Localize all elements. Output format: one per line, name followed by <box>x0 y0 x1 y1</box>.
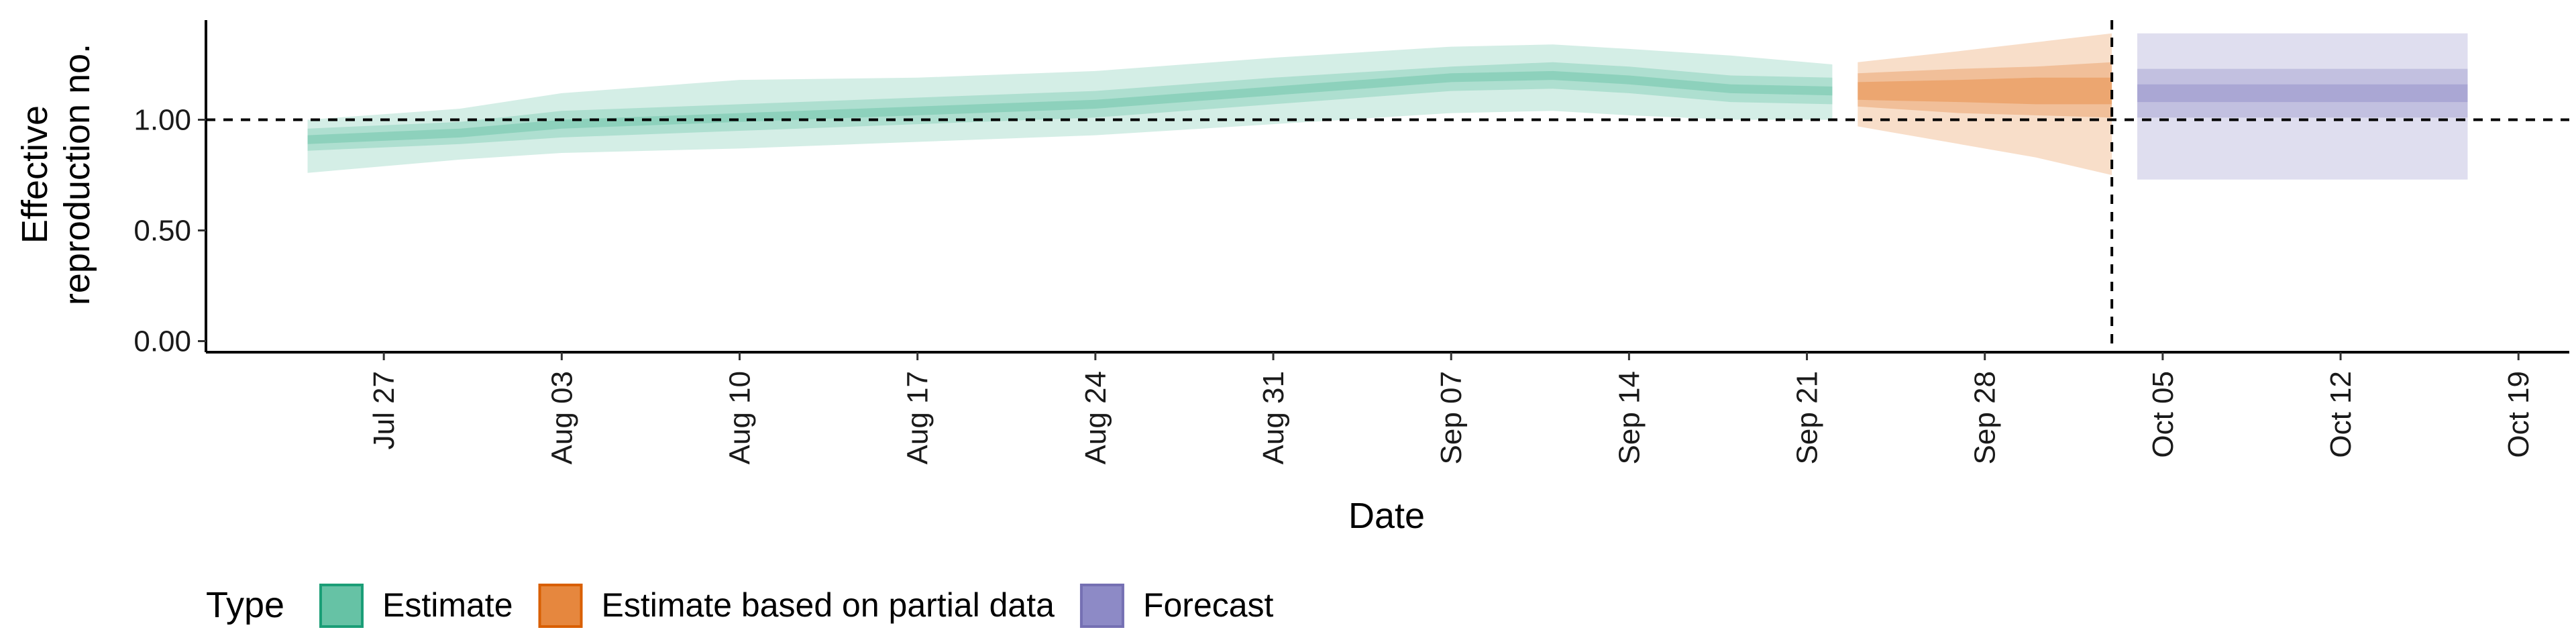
series-forecast <box>2137 33 2468 180</box>
ribbon-outer-0 <box>307 44 1833 173</box>
x-tick-label: Sep 14 <box>1613 371 1646 464</box>
y-axis-ticks: 0.00 0.50 1.00 <box>133 104 206 358</box>
y-tick-label: 1.00 <box>133 104 191 137</box>
ribbon-mid-1 <box>1858 62 2112 118</box>
x-tick-label: Oct 19 <box>2502 371 2535 458</box>
ribbon-inner-1 <box>1858 77 2112 105</box>
ribbon-mid-0 <box>307 62 1833 151</box>
legend-key-forecast <box>1079 584 1124 628</box>
series-layer <box>307 33 2468 180</box>
legend-items: Estimate Estimate based on partial data Fo… <box>319 584 1274 628</box>
legend-label-estimate: Estimate <box>382 586 513 624</box>
x-axis-title: Date <box>1348 496 1425 536</box>
series-estimate-based-on-partial-data <box>1858 33 2112 175</box>
x-tick-label: Aug 17 <box>902 371 934 464</box>
ribbon-mid-2 <box>2137 68 2468 118</box>
y-tick-label: 0.50 <box>133 215 191 248</box>
series-estimate <box>307 44 1833 173</box>
ribbon-outer-2 <box>2137 33 2468 180</box>
legend: Type Estimate Estimate based on partial d… <box>206 584 1274 628</box>
x-tick-label: Aug 31 <box>1257 371 1290 464</box>
y-axis-title-line-1: Effective <box>15 105 55 244</box>
x-tick-label: Aug 10 <box>724 371 757 464</box>
reference-lines <box>206 20 2569 352</box>
x-tick-label: Aug 03 <box>545 371 578 464</box>
legend-label-estimate-based-on-partial-data: Estimate based on partial data <box>602 586 1055 624</box>
x-tick-label: Aug 24 <box>1079 371 1112 464</box>
x-tick-label: Jul 27 <box>368 371 400 449</box>
x-tick-label: Sep 28 <box>1969 371 2002 464</box>
x-tick-label: Oct 12 <box>2324 371 2357 458</box>
axes <box>205 20 2569 354</box>
ribbon-inner-2 <box>2137 84 2468 103</box>
legend-key-estimate-based-on-partial-data <box>538 584 583 628</box>
x-tick-label: Sep 21 <box>1791 371 1824 464</box>
legend-title: Type <box>206 585 284 625</box>
x-tick-label: Sep 07 <box>1435 371 1468 464</box>
y-tick-label: 0.00 <box>133 325 191 358</box>
ribbon-inner-0 <box>307 70 1833 144</box>
legend-key-estimate <box>319 584 364 628</box>
x-tick-label: Oct 05 <box>2147 371 2180 458</box>
ribbon-outer-1 <box>1858 33 2112 175</box>
y-axis-title-line-2: reproduction no. <box>57 44 97 305</box>
legend-label-forecast: Forecast <box>1143 586 1274 624</box>
x-axis-ticks: Jul 27 Aug 03 Aug 10 Aug 17 Aug 24 Aug 31 Sep … <box>368 352 2535 464</box>
